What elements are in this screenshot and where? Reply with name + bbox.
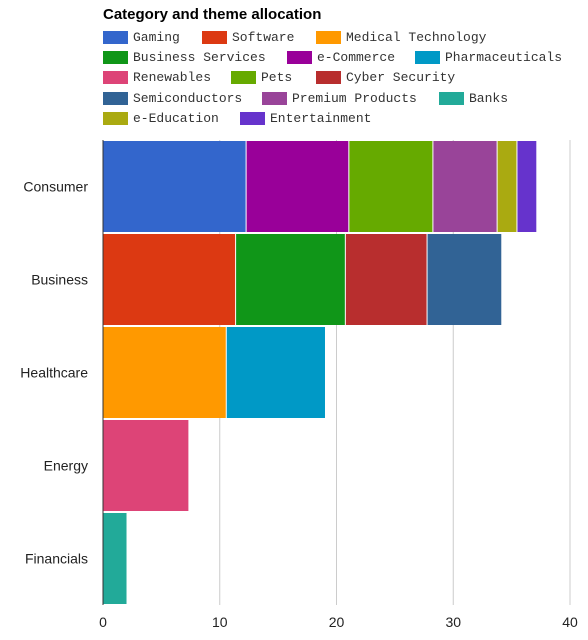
legend-label: Medical Technology [346,30,487,45]
y-tick-label: Energy [44,458,88,474]
legend: Gaming Software Medical Technology Business… [0,0,588,130]
legend-label: Renewables [133,70,212,85]
legend-swatch [287,51,312,64]
legend-label: Cyber Security [346,70,456,85]
legend-swatch [103,112,128,125]
bar-consumer-e-commerce [246,141,349,232]
y-tick-label: Healthcare [20,365,88,381]
legend-swatch [316,31,341,44]
legend-swatch [415,51,440,64]
legend-label: Semiconductors [133,91,243,106]
bar-business-semiconductors [427,234,502,325]
chart-title: Category and theme allocation [103,6,322,23]
x-tick-label: 0 [99,614,107,630]
legend-label: Software [232,30,295,45]
x-tick-label: 40 [562,614,578,630]
legend-swatch [240,112,265,125]
legend-swatch [262,92,287,105]
x-tick-label: 20 [329,614,345,630]
bar-energy-renewables [103,420,189,511]
legend-label: Pharmaceuticals [445,50,563,65]
bar-healthcare-medical-technology [103,327,226,418]
legend-label: e-Education [133,111,219,126]
legend-swatch [103,92,128,105]
bar-financials-banks [103,513,127,604]
bar-consumer-entertainment [517,141,537,232]
legend-swatch [103,31,128,44]
bar-business-business-services [236,234,345,325]
bar-consumer-pets [349,141,433,232]
bar-consumer-premium-products [433,141,497,232]
bar-business-software [103,234,236,325]
legend-label: Banks [469,91,509,106]
legend-label: Gaming [133,30,180,45]
legend-label: Pets [261,70,293,85]
x-tick-label: 10 [212,614,228,630]
legend-swatch [202,31,227,44]
legend-swatch [103,71,128,84]
bar-consumer-e-education [497,141,517,232]
legend-label: Business Services [133,50,266,65]
x-tick-label: 30 [445,614,461,630]
legend-swatch [103,51,128,64]
legend-label: Entertainment [270,111,372,126]
bar-business-cyber-security [345,234,427,325]
y-tick-label: Financials [25,551,88,567]
bar-consumer-gaming [103,141,246,232]
y-tick-label: Consumer [23,179,88,195]
bar-healthcare-pharmaceuticals [226,327,325,418]
legend-swatch [439,92,464,105]
legend-label: e-Commerce [317,50,396,65]
legend-label: Premium Products [292,91,417,106]
y-tick-label: Business [31,272,88,288]
legend-swatch [316,71,341,84]
legend-swatch [231,71,256,84]
